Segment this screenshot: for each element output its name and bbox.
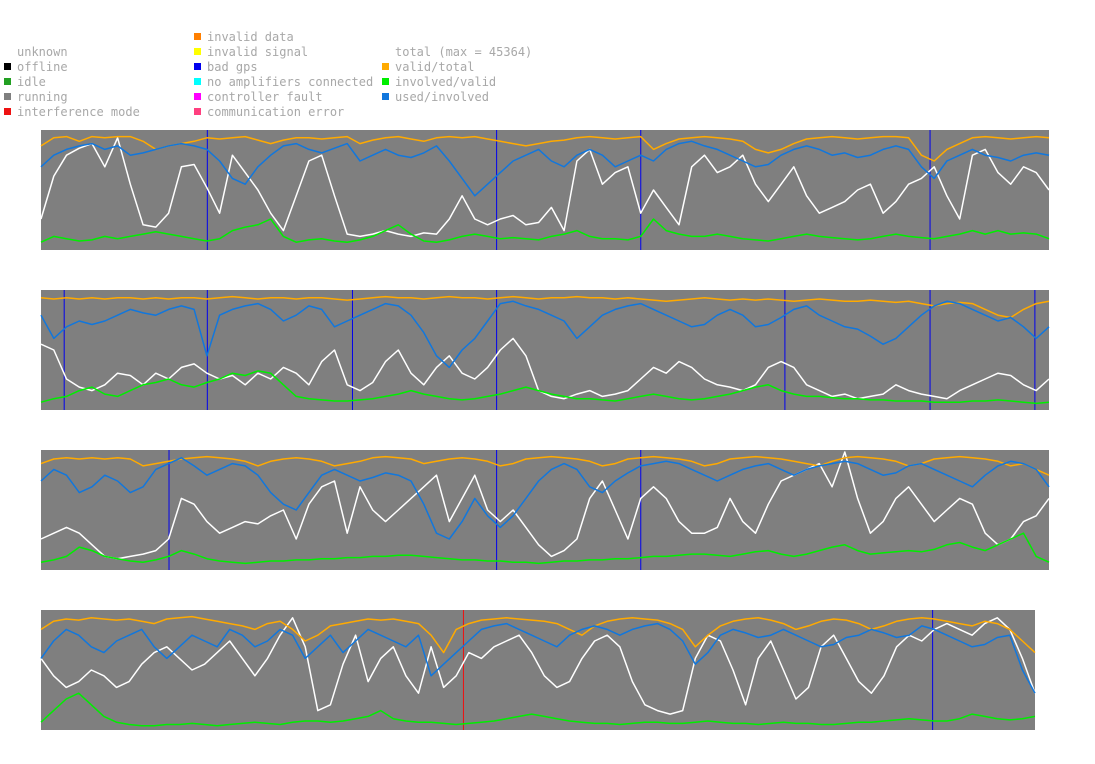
series-line-total <box>40 617 1036 715</box>
chart-panel <box>40 130 1050 250</box>
legend-label: no amplifiers connected <box>207 75 374 89</box>
legend-label: valid/total <box>395 60 475 74</box>
chart-panel <box>40 290 1050 410</box>
series-line-total <box>40 337 1050 400</box>
panel-background <box>41 130 1049 250</box>
legend-label: idle <box>17 75 46 89</box>
legend-label: offline <box>17 60 68 74</box>
series-line-involved-valid <box>40 370 1050 405</box>
legend-label: interference mode <box>17 105 140 119</box>
series-line-valid-total <box>40 455 1050 476</box>
legend-swatch <box>382 63 389 70</box>
series-line-valid-total <box>40 295 1050 319</box>
series-line-valid-total <box>40 135 1050 162</box>
series-line-used-involved <box>40 622 1036 694</box>
legend-swatch <box>4 78 11 85</box>
series-line-total <box>40 451 1050 560</box>
series-line-involved-valid <box>40 532 1050 565</box>
legend-swatch <box>194 93 201 100</box>
legend-swatch <box>194 48 201 55</box>
series-line-total <box>40 137 1050 238</box>
series-line-involved-valid <box>40 692 1036 727</box>
legend-label: invalid data <box>207 30 294 44</box>
legend-label: unknown <box>17 45 68 59</box>
legend-label: used/involved <box>395 90 489 104</box>
chart-panel <box>40 610 1036 730</box>
series-line-used-involved <box>40 457 1050 540</box>
legend-swatch <box>4 63 11 70</box>
legend-label: communication error <box>207 105 345 119</box>
legend-swatch <box>194 33 201 40</box>
legend-label: bad gps <box>207 60 258 74</box>
legend-swatch <box>4 93 11 100</box>
legend-swatch <box>194 63 201 70</box>
series-line-involved-valid <box>40 218 1050 243</box>
legend-label: controller fault <box>207 90 323 104</box>
legend-swatch <box>382 93 389 100</box>
legend-label: involved/valid <box>395 75 497 89</box>
legend-swatch <box>382 78 389 85</box>
legend-swatch <box>194 108 201 115</box>
series-line-valid-total <box>40 615 1036 654</box>
legend-swatch <box>194 78 201 85</box>
legend-label: total (max = 45364) <box>395 45 533 59</box>
legend-label: invalid signal <box>207 45 309 59</box>
series-line-used-involved <box>40 300 1050 369</box>
legend-swatch <box>4 108 11 115</box>
series-line-used-involved <box>40 140 1050 197</box>
legend-label: running <box>17 90 68 104</box>
chart-panel <box>40 450 1050 570</box>
